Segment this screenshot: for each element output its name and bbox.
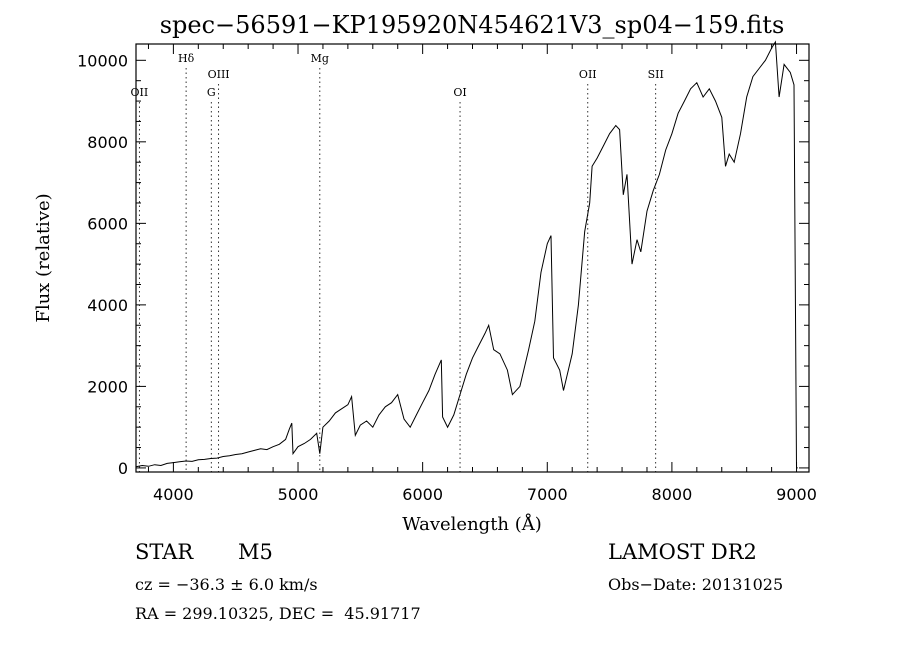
x-tick-label: 4000 bbox=[153, 485, 194, 504]
spectral-line-label: OIII bbox=[208, 68, 230, 81]
spectrum-line bbox=[135, 40, 798, 469]
spectral-line-label: SII bbox=[648, 68, 664, 81]
spectral-line-label: Mg bbox=[311, 52, 329, 65]
y-tick-label: 4000 bbox=[87, 296, 128, 315]
y-tick-label: 0 bbox=[118, 459, 128, 478]
y-tick-label: 10000 bbox=[77, 51, 128, 70]
observation-date: Obs−Date: 20131025 bbox=[608, 575, 784, 594]
plot-frame bbox=[135, 43, 810, 473]
y-tick-label: 8000 bbox=[87, 133, 128, 152]
coordinates: RA = 299.10325, DEC = 45.91717 bbox=[135, 604, 421, 623]
spectral-line-label: G bbox=[207, 86, 216, 99]
y-tick-label: 6000 bbox=[87, 214, 128, 233]
x-tick-label: 9000 bbox=[776, 485, 817, 504]
x-tick-label: 5000 bbox=[278, 485, 319, 504]
object-class: STAR bbox=[135, 540, 194, 564]
spectral-line-markers: OII Hδ OIII G Mg OI OII SII bbox=[131, 52, 664, 472]
spectral-line-label: OII bbox=[131, 86, 149, 99]
object-subclass: M5 bbox=[238, 540, 273, 564]
y-axis-label: Flux (relative) bbox=[33, 193, 54, 322]
x-tick-label: 7000 bbox=[527, 485, 568, 504]
redshift-cz: cz = −36.3 ± 6.0 km/s bbox=[135, 575, 318, 594]
survey-name: LAMOST DR2 bbox=[608, 540, 757, 564]
y-tick-label: 2000 bbox=[87, 377, 128, 396]
spectral-line-label: OI bbox=[453, 86, 466, 99]
y-axis-ticks: 0 2000 4000 6000 8000 10000 bbox=[77, 51, 809, 478]
chart-title: spec−56591−KP195920N454621V3_sp04−159.fi… bbox=[160, 11, 785, 39]
x-tick-label: 8000 bbox=[652, 485, 693, 504]
x-tick-label: 6000 bbox=[402, 485, 443, 504]
x-axis-label: Wavelength (Å) bbox=[402, 513, 542, 535]
spectral-line-label: OII bbox=[579, 68, 597, 81]
x-axis-ticks: 4000 5000 6000 7000 8000 9000 bbox=[147, 44, 817, 504]
spectral-line-label: Hδ bbox=[178, 52, 195, 65]
